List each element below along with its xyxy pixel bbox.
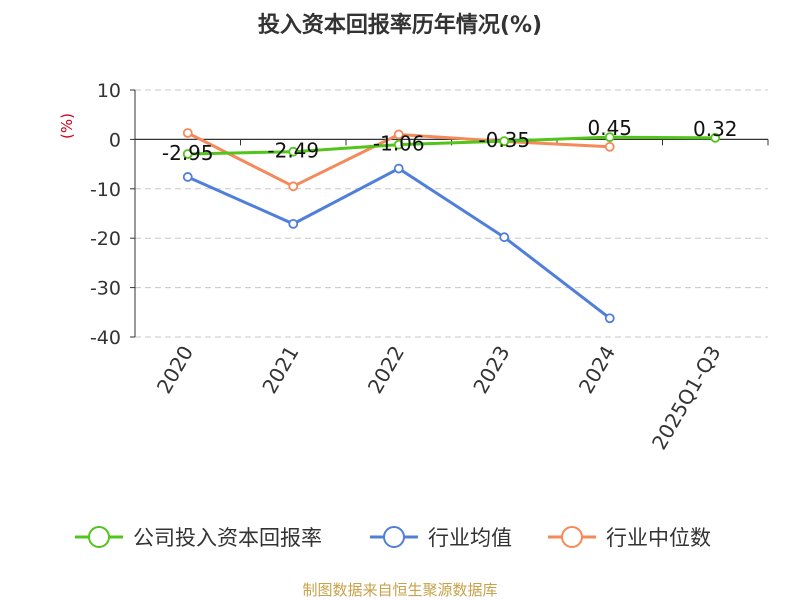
y-tick-label: 10 bbox=[97, 80, 121, 102]
data-point bbox=[182, 149, 193, 159]
series-line bbox=[187, 135, 716, 156]
legend-item-0[interactable]: 公司投入资本回报率 bbox=[75, 526, 322, 550]
data-point bbox=[604, 141, 615, 152]
x-tick-label: 2025Q1-Q3 bbox=[647, 342, 726, 454]
data-point bbox=[604, 132, 615, 143]
data-point bbox=[288, 146, 299, 157]
x-tick-label: 2020 bbox=[152, 342, 198, 398]
legend-label: 公司投入资本回报率 bbox=[133, 526, 322, 550]
data-label: -1.06 bbox=[373, 132, 425, 156]
legend-item-2[interactable]: 行业中位数 bbox=[548, 526, 711, 550]
legend-label: 行业中位数 bbox=[606, 526, 711, 550]
y-tick-label: -40 bbox=[90, 327, 121, 349]
legend: 公司投入资本回报率 行业均值 行业中位数 bbox=[75, 526, 711, 550]
y-tick-label: 0 bbox=[109, 129, 121, 151]
legend-marker-icon bbox=[561, 526, 583, 548]
y-axis-label: (%) bbox=[58, 113, 76, 139]
data-point bbox=[710, 132, 721, 143]
data-point bbox=[182, 172, 193, 182]
legend-item-1[interactable]: 行业均值 bbox=[370, 526, 512, 550]
grid-layer bbox=[135, 89, 768, 338]
data-label: 0.32 bbox=[693, 117, 738, 141]
data-point bbox=[393, 163, 404, 174]
x-tick-label: 2023 bbox=[468, 342, 514, 398]
series-line bbox=[187, 167, 611, 320]
data-point bbox=[182, 128, 193, 138]
data-label: -2.49 bbox=[267, 139, 319, 163]
data-point bbox=[288, 218, 299, 229]
x-tick-label: 2021 bbox=[257, 342, 303, 398]
data-label: -2.95 bbox=[162, 141, 214, 165]
data-label: 0.45 bbox=[587, 116, 632, 140]
data-point bbox=[393, 129, 404, 140]
data-point bbox=[499, 136, 510, 147]
data-label: -0.35 bbox=[478, 128, 530, 152]
legend-marker-icon bbox=[88, 526, 110, 548]
data-source-note: 制图数据来自恒生聚源数据库 bbox=[302, 581, 497, 599]
data-point bbox=[393, 139, 404, 150]
y-tick-label: -20 bbox=[90, 228, 121, 250]
data-point bbox=[288, 181, 299, 192]
y-tick-label: -30 bbox=[90, 278, 121, 300]
data-point bbox=[499, 232, 510, 243]
series-1 bbox=[182, 163, 615, 324]
data-point bbox=[604, 313, 615, 324]
legend-label: 行业均值 bbox=[428, 526, 512, 550]
legend-marker-icon bbox=[383, 526, 405, 548]
chart-title: 投入资本回报率历年情况(%) bbox=[258, 12, 542, 38]
x-tick-label: 2022 bbox=[363, 342, 409, 398]
series-0 bbox=[182, 132, 721, 159]
data-label-layer: -2.95 -2.49 -1.06 -0.35 0.45 0.32 bbox=[162, 116, 738, 165]
y-tick-label: -10 bbox=[90, 179, 121, 201]
x-tick-label: 2024 bbox=[574, 342, 620, 398]
series-layer bbox=[182, 128, 721, 324]
